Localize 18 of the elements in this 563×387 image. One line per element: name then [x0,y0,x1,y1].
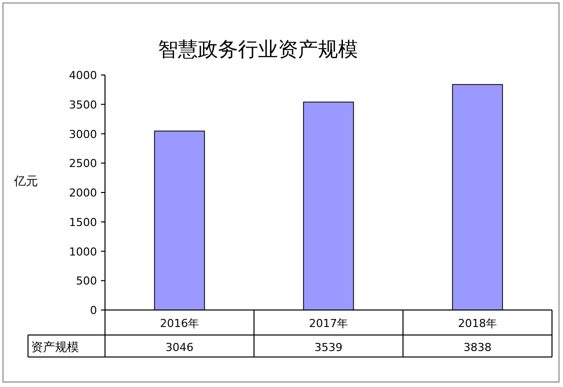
data-label: 3838 [464,341,492,354]
y-tick-label: 0 [90,304,97,317]
y-tick-label: 3000 [69,128,97,141]
data-label: 3046 [166,341,194,354]
x-tick-label: 2016年 [160,317,199,330]
data-label: 3539 [314,341,342,354]
y-tick-label: 3500 [69,98,97,112]
y-tick-label: 1500 [69,216,97,229]
x-tick-label: 2018年 [458,317,497,330]
x-tick-label: 2017年 [309,317,348,330]
y-tick-label: 2500 [69,157,97,170]
y-tick-label: 2000 [69,186,97,200]
chart-title: 智慧政务行业资产规模 [158,37,358,61]
y-tick-label: 1000 [69,245,97,258]
y-tick-label: 4000 [69,69,97,82]
y-axis-title: 亿元 [13,174,38,188]
y-tick-label: 500 [76,274,97,288]
legend-label: 资产规模 [31,340,79,354]
